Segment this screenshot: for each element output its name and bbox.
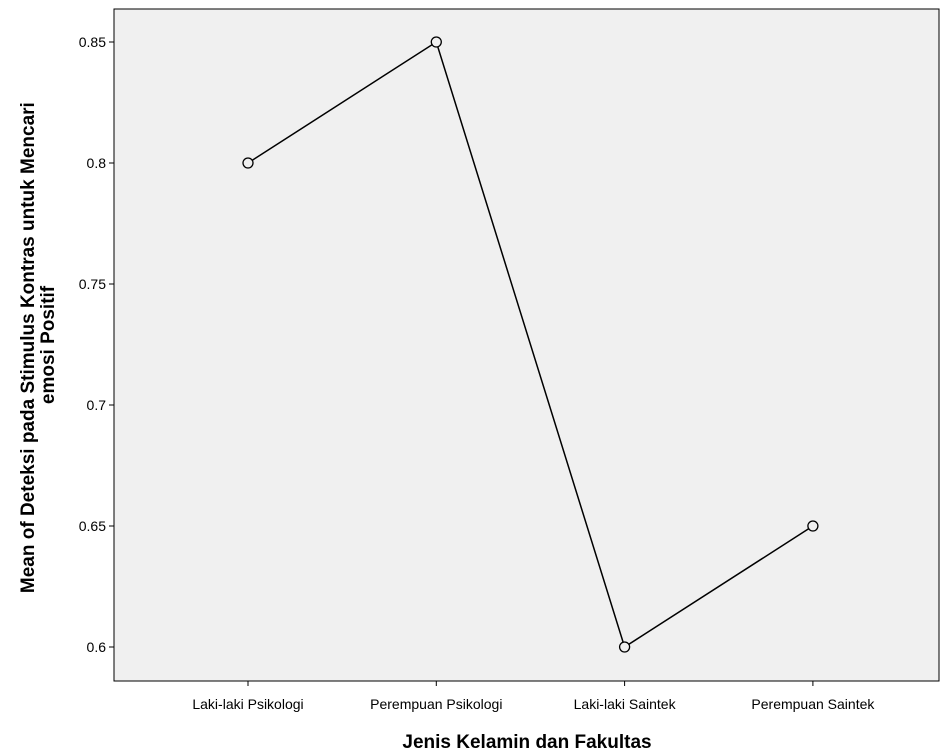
x-tick-label: Perempuan Psikologi [370,696,502,712]
x-axis-title: Jenis Kelamin dan Fakultas [402,732,651,753]
plot-area [113,8,940,682]
x-tick-label: Perempuan Saintek [751,696,875,712]
y-axis-title: Mean of Deteksi pada Stimulus Kontras un… [18,97,59,593]
y-tick-label: 0.65 [79,518,106,534]
y-tick-label: 0.85 [79,34,106,50]
y-axis: 0.6 0.65 0.7 0.75 0.8 0.85 [79,34,114,655]
y-tick-label: 0.8 [87,155,107,171]
x-tick-label: Laki-laki Saintek [574,696,677,712]
y-tick-label: 0.75 [79,276,106,292]
data-point [430,36,442,48]
y-tick-label: 0.6 [87,639,107,655]
data-point [807,520,819,532]
data-point [242,157,254,169]
x-axis: Laki-laki Psikologi Perempuan Psikologi La… [192,681,875,712]
data-point [618,641,631,653]
x-tick-label: Laki-laki Psikologi [192,696,303,712]
series-line [247,40,814,649]
y-axis-title-line-2: emosi Positif [38,285,59,404]
y-axis-title-line-1: Mean of Deteksi pada Stimulus Kontras un… [18,102,39,593]
data-points [242,36,819,653]
y-tick-label: 0.7 [87,397,107,413]
